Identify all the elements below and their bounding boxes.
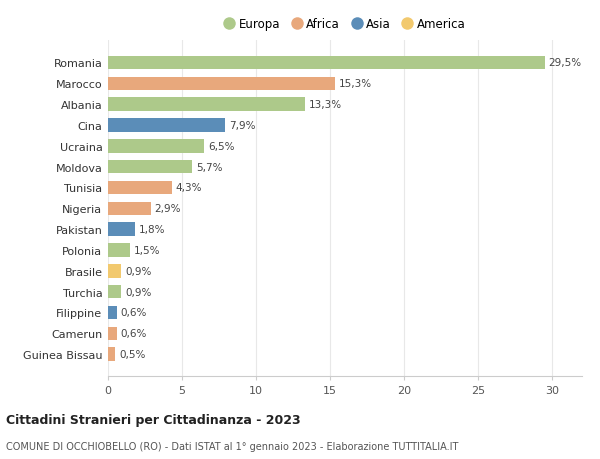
Text: 0,9%: 0,9% [125,266,151,276]
Bar [108,285,121,299]
Text: 2,9%: 2,9% [155,204,181,214]
Bar [108,140,204,153]
Text: 0,6%: 0,6% [121,308,147,318]
Bar [108,327,117,341]
Text: 0,6%: 0,6% [121,329,147,339]
Text: 0,5%: 0,5% [119,349,145,359]
Text: COMUNE DI OCCHIOBELLO (RO) - Dati ISTAT al 1° gennaio 2023 - Elaborazione TUTTIT: COMUNE DI OCCHIOBELLO (RO) - Dati ISTAT … [6,441,458,451]
Bar [108,244,130,257]
Text: 6,5%: 6,5% [208,141,235,151]
Bar [108,202,151,216]
Bar [108,56,545,70]
Text: 13,3%: 13,3% [309,100,342,110]
Text: 5,7%: 5,7% [196,162,223,172]
Text: 29,5%: 29,5% [548,58,582,68]
Text: 1,8%: 1,8% [139,224,165,235]
Bar [108,223,134,236]
Bar [108,181,172,195]
Bar [108,98,305,112]
Text: 15,3%: 15,3% [338,79,371,89]
Text: 7,9%: 7,9% [229,121,255,131]
Text: 4,3%: 4,3% [175,183,202,193]
Bar [108,306,117,319]
Bar [108,161,193,174]
Bar [108,77,335,91]
Text: 0,9%: 0,9% [125,287,151,297]
Text: 1,5%: 1,5% [134,246,160,255]
Text: Cittadini Stranieri per Cittadinanza - 2023: Cittadini Stranieri per Cittadinanza - 2… [6,413,301,426]
Bar [108,264,121,278]
Bar [108,119,225,133]
Legend: Europa, Africa, Asia, America: Europa, Africa, Asia, America [220,14,470,36]
Bar [108,347,115,361]
